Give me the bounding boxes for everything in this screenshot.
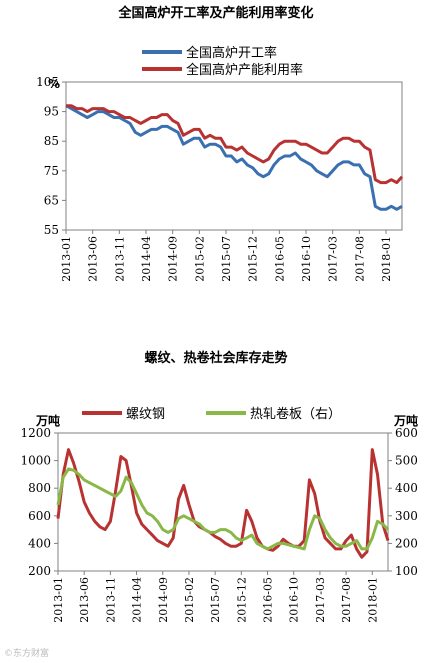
x-tick-label: 2014-04 bbox=[131, 577, 144, 623]
x-tick-label: 2017-08 bbox=[340, 577, 353, 623]
y-tick-label: 75 bbox=[44, 164, 59, 178]
x-tick-label: 2015-07 bbox=[220, 236, 233, 282]
y-right-tick-label: 100 bbox=[395, 564, 418, 578]
x-tick-label: 2013-06 bbox=[87, 236, 100, 282]
y-axis-right-label: 万吨 bbox=[393, 413, 418, 428]
y-tick-label: 95 bbox=[44, 105, 59, 119]
x-tick-label: 2015-07 bbox=[209, 577, 222, 623]
x-tick-label: 2016-05 bbox=[273, 236, 286, 282]
y-tick-label: 1000 bbox=[20, 454, 51, 468]
legend-label: 全国高炉开工率 bbox=[186, 45, 277, 61]
x-tick-label: 2018-01 bbox=[380, 236, 393, 282]
legend-label: 热轧卷板（右） bbox=[250, 406, 341, 422]
x-tick-label: 2016-10 bbox=[300, 236, 313, 282]
x-tick-label: 2015-12 bbox=[247, 236, 260, 282]
y-right-tick-label: 300 bbox=[395, 509, 418, 523]
y-tick-label: 600 bbox=[28, 509, 51, 523]
y-right-tick-label: 200 bbox=[395, 536, 418, 550]
x-tick-label: 2017-03 bbox=[327, 236, 340, 282]
x-tick-label: 2016-10 bbox=[288, 577, 301, 623]
series-line-2 bbox=[56, 467, 390, 551]
y-tick-label: 65 bbox=[44, 193, 59, 207]
x-tick-label: 2013-01 bbox=[52, 577, 65, 623]
y-right-tick-label: 500 bbox=[395, 454, 418, 468]
y-axis-label: % bbox=[48, 77, 60, 91]
x-tick-label: 2013-11 bbox=[113, 236, 126, 282]
chart-2-block: 螺纹、热卷社会库存走势 200 400 600 800 1000 1200 100 200 30… bbox=[0, 345, 432, 663]
legend-label: 全国高炉产能利用率 bbox=[186, 62, 303, 78]
y-tick-label: 200 bbox=[28, 564, 51, 578]
x-tick-label: 2014-09 bbox=[157, 577, 170, 623]
x-tick-label: 2015-02 bbox=[193, 236, 206, 282]
x-tick-label: 2015-02 bbox=[183, 577, 196, 623]
y-right-tick-label: 600 bbox=[395, 426, 418, 440]
chart-1-title: 全国高炉开工率及产能利用率变化 bbox=[118, 6, 314, 21]
chart-2-title: 螺纹、热卷社会库存走势 bbox=[144, 351, 288, 366]
series-line-1 bbox=[65, 104, 403, 211]
x-tick-label: 2015-12 bbox=[235, 577, 248, 623]
x-tick-label: 2013-01 bbox=[60, 236, 73, 282]
y-tick-label: 55 bbox=[44, 223, 59, 237]
plot-area-frame bbox=[65, 81, 403, 231]
chart-2-svg: 20040060080010001200100200300400500600万吨… bbox=[20, 406, 418, 623]
x-tick-label: 2017-03 bbox=[314, 577, 327, 623]
watermark-text: ©东方财富 bbox=[4, 649, 50, 659]
x-tick-label: 2014-09 bbox=[167, 236, 180, 282]
chart-1-svg: 55 65 75 85 95 105% 2013-01 2013-06 2013-11 2014-… bbox=[36, 45, 404, 282]
x-tick-label: 2014-04 bbox=[140, 236, 153, 282]
y-tick-label: 800 bbox=[28, 481, 51, 495]
y-tick-label: 105 bbox=[36, 75, 59, 89]
y-right-tick-label: 400 bbox=[395, 481, 418, 495]
series-line-1 bbox=[56, 448, 390, 559]
x-tick-label: 2013-06 bbox=[78, 577, 91, 623]
y-tick-label: 85 bbox=[44, 134, 59, 148]
x-tick-label: 2013-11 bbox=[104, 577, 117, 623]
series-line-2 bbox=[66, 104, 404, 185]
y-tick-label: 1200 bbox=[20, 426, 51, 440]
x-tick-label: 2017-08 bbox=[353, 236, 366, 282]
chart-1-block: 全国高炉开工率及产能利用率变化 55 65 75 85 95 105% 2013-01 201… bbox=[0, 0, 432, 330]
y-axis-left-label: 万吨 bbox=[35, 413, 60, 428]
x-tick-label: 2018-01 bbox=[366, 577, 379, 623]
x-tick-label: 2016-05 bbox=[262, 577, 275, 623]
legend-label: 螺纹钢 bbox=[126, 407, 165, 422]
y-tick-label: 400 bbox=[28, 536, 51, 550]
